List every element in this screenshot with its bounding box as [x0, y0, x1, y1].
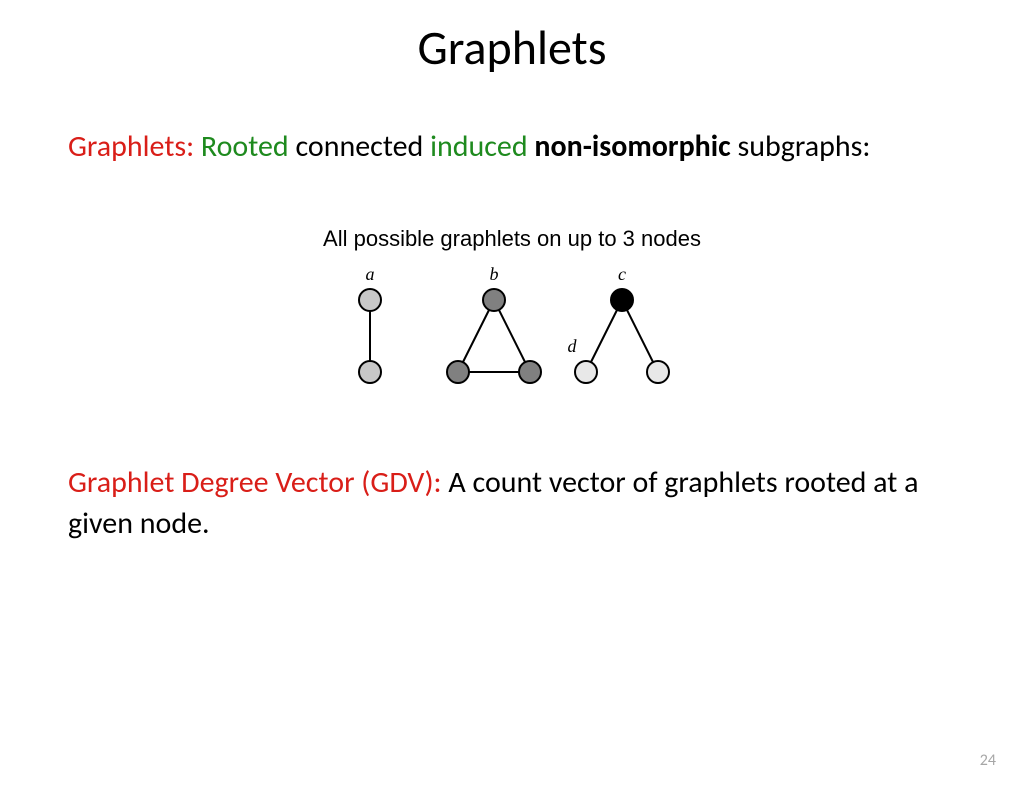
def-induced: induced	[430, 128, 528, 165]
def-subgraphs: subgraphs:	[738, 128, 871, 165]
svg-text:b: b	[490, 264, 499, 284]
svg-text:d: d	[568, 336, 578, 356]
def-noniso: non-isomorphic	[534, 128, 730, 165]
svg-text:c: c	[618, 264, 626, 284]
diagram-caption: All possible graphlets on up to 3 nodes	[0, 226, 1024, 252]
gdv-label: Graphlet Degree Vector (GDV):	[68, 464, 448, 501]
gdv-definition: Graphlet Degree Vector (GDV): A count ve…	[68, 463, 956, 544]
page-number: 24	[980, 751, 996, 770]
def-connected: connected	[295, 128, 423, 165]
def-rooted: Rooted	[201, 128, 289, 165]
definition-line: Graphlets: Rooted connected induced non-…	[68, 127, 956, 166]
def-label: Graphlets:	[68, 128, 194, 165]
graphlet-diagram: a b c d	[0, 262, 1024, 407]
page-title: Graphlets	[0, 18, 1024, 77]
svg-text:a: a	[366, 264, 375, 284]
